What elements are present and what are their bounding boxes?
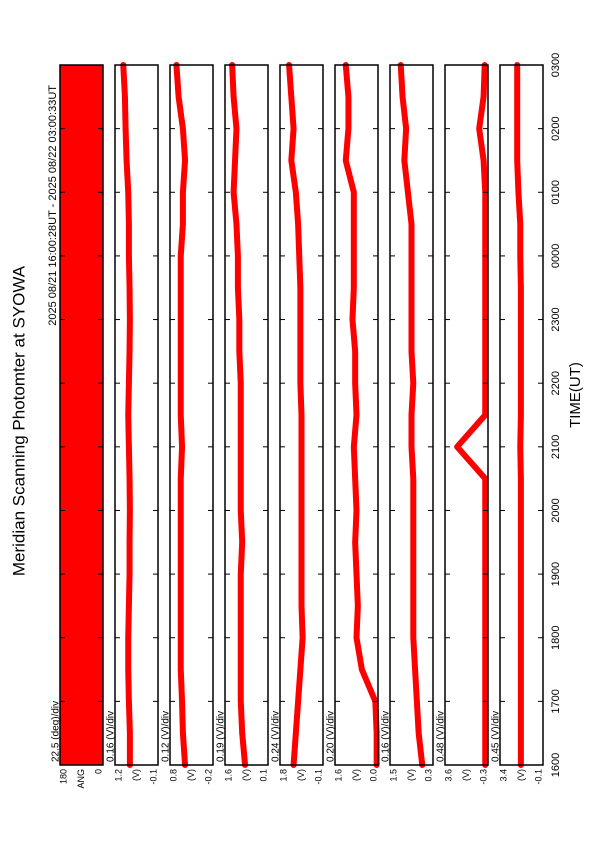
- panel-frame: [59, 64, 104, 766]
- x-tick-label: 1600: [550, 753, 562, 777]
- y-tick-label: 0: [93, 769, 103, 774]
- panel-scale: 0.45 (V)/div: [491, 711, 502, 762]
- y-axis-label: (V): [516, 769, 526, 781]
- y-tick-label: 1.6: [223, 769, 233, 782]
- panel-scale: 0.16 (V)/div: [106, 711, 117, 762]
- data-line: [514, 62, 524, 768]
- x-tick-label: 0200: [550, 116, 562, 140]
- x-tick-label: 0300: [550, 53, 562, 77]
- panel-frame: [334, 64, 379, 766]
- chart-subtitle: 2025 08/21 16:00:28UT - 2025 08/22 03:00…: [47, 85, 59, 326]
- panel-frame: [114, 64, 159, 766]
- y-tick-label: -0.2: [203, 769, 213, 785]
- landscape-group: Meridian Scanning Photomter at SYOWA 202…: [9, 53, 583, 789]
- data-line: [229, 62, 249, 768]
- x-axis-label: TIME(UT): [567, 362, 584, 428]
- y-tick-label: 0.3: [423, 769, 433, 782]
- data-line: [286, 62, 306, 768]
- y-axis-label: (V): [461, 769, 471, 781]
- data-line: [120, 62, 133, 768]
- x-tick-label: 2000: [550, 498, 562, 522]
- y-tick-label: 0.0: [368, 769, 378, 782]
- y-axis-label: (V): [241, 769, 251, 781]
- y-tick-label: -0.1: [533, 769, 543, 785]
- y-axis-label: (V): [406, 769, 416, 781]
- x-tick-label: 0100: [550, 180, 562, 204]
- panel-scale: 22.5 (deg)/div: [51, 701, 62, 762]
- y-tick-label: 3.4: [498, 769, 508, 782]
- panel-scale: 0.24 (V)/div: [271, 711, 282, 762]
- x-tick-label: 1700: [550, 689, 562, 713]
- panel-scale: 0.16 (V)/div: [381, 711, 392, 762]
- y-tick-label: 3.6: [443, 769, 453, 782]
- panel-frame: [169, 64, 214, 766]
- y-axis-label: (V): [186, 769, 196, 781]
- x-tick-label: 1800: [550, 625, 562, 649]
- data-line: [342, 62, 380, 768]
- y-tick-label: 1.6: [333, 769, 343, 782]
- y-axis-label: (V): [296, 769, 306, 781]
- panel-frame: [389, 64, 434, 766]
- y-axis-label: (V): [131, 769, 141, 781]
- y-tick-label: -0.1: [148, 769, 158, 785]
- data-line: [173, 62, 189, 768]
- y-tick-label: 1.5: [388, 769, 398, 782]
- panel-frame: [499, 64, 544, 766]
- x-tick-label: 2300: [550, 307, 562, 331]
- y-tick-label: 1.8: [278, 769, 288, 782]
- panel-frame: [224, 64, 269, 766]
- y-tick-label: -0.1: [313, 769, 323, 785]
- x-tick-label: 2100: [550, 435, 562, 459]
- y-tick-label: -0.3: [478, 769, 488, 785]
- data-line: [454, 62, 489, 768]
- data-line: [397, 62, 426, 768]
- y-tick-label: 180: [58, 769, 68, 784]
- panel-scale: 0.48 (V)/div: [436, 711, 447, 762]
- y-tick-label: 1.2: [113, 769, 123, 782]
- y-tick-label: 0.8: [168, 769, 178, 782]
- y-tick-label: 0.1: [258, 769, 268, 782]
- chart-title: Meridian Scanning Photomter at SYOWA: [9, 265, 28, 576]
- data-area: [60, 65, 103, 765]
- x-tick-label: 2200: [550, 371, 562, 395]
- y-axis-label: ANG: [76, 769, 86, 789]
- x-tick-label: 0000: [550, 244, 562, 268]
- panel-scale: 0.20 (V)/div: [326, 711, 337, 762]
- y-axis-label: (V): [351, 769, 361, 781]
- panel-scale: 0.19 (V)/div: [216, 711, 227, 762]
- panel-scale: 0.12 (V)/div: [161, 711, 172, 762]
- x-tick-label: 1900: [550, 562, 562, 586]
- panel-frame: [279, 64, 324, 766]
- panel-frame: [444, 64, 489, 766]
